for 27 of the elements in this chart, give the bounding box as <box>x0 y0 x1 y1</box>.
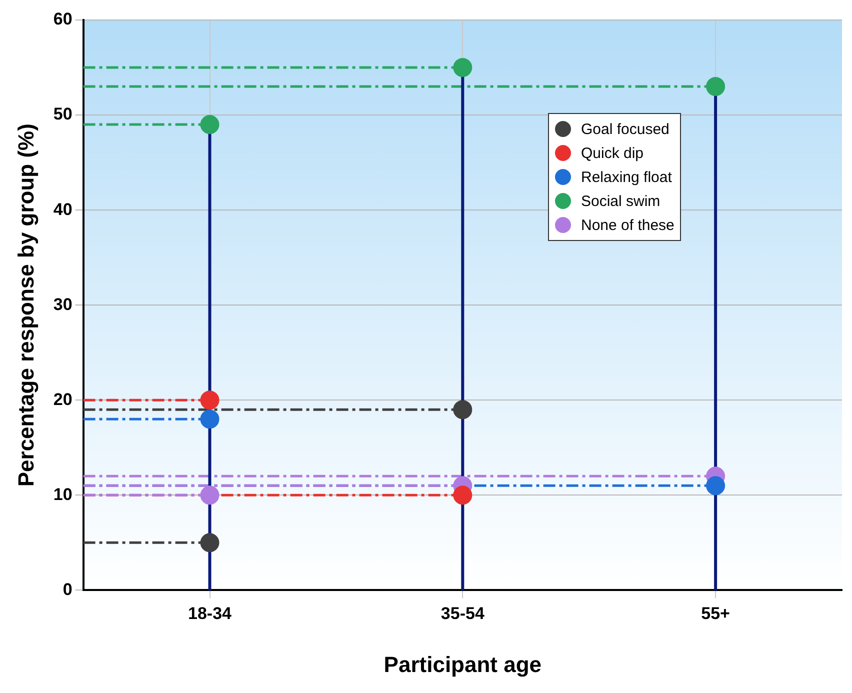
point <box>200 390 220 410</box>
point <box>200 533 220 552</box>
y-tick-label: 20 <box>53 390 72 409</box>
x-tick-label: 18-34 <box>188 604 232 624</box>
legend-label: Relaxing float <box>581 168 672 186</box>
x-tick-label: 35-54 <box>440 604 485 624</box>
y-tick-label: 0 <box>62 580 72 599</box>
y-tick-label: 40 <box>53 200 72 219</box>
x-axis-title: Participant age <box>384 652 542 677</box>
point <box>453 400 472 420</box>
y-tick-label: 60 <box>53 10 72 29</box>
point <box>200 486 220 505</box>
point <box>706 476 726 496</box>
point <box>453 58 472 78</box>
legend-label: Social swim <box>581 192 660 210</box>
y-tick-label: 30 <box>53 294 72 314</box>
y-axis-title: Percentage response by group (%) <box>13 124 38 487</box>
point <box>706 77 726 96</box>
y-tick-label: 50 <box>53 104 72 124</box>
y-tick-label: 10 <box>53 484 72 504</box>
legend-label: Goal focused <box>581 120 670 138</box>
legend-label: None of these <box>581 216 674 234</box>
point <box>453 486 472 505</box>
point <box>200 410 220 429</box>
legend-label: Quick dip <box>581 144 644 162</box>
point <box>200 115 220 134</box>
x-tick-label: 55+ <box>701 604 730 624</box>
